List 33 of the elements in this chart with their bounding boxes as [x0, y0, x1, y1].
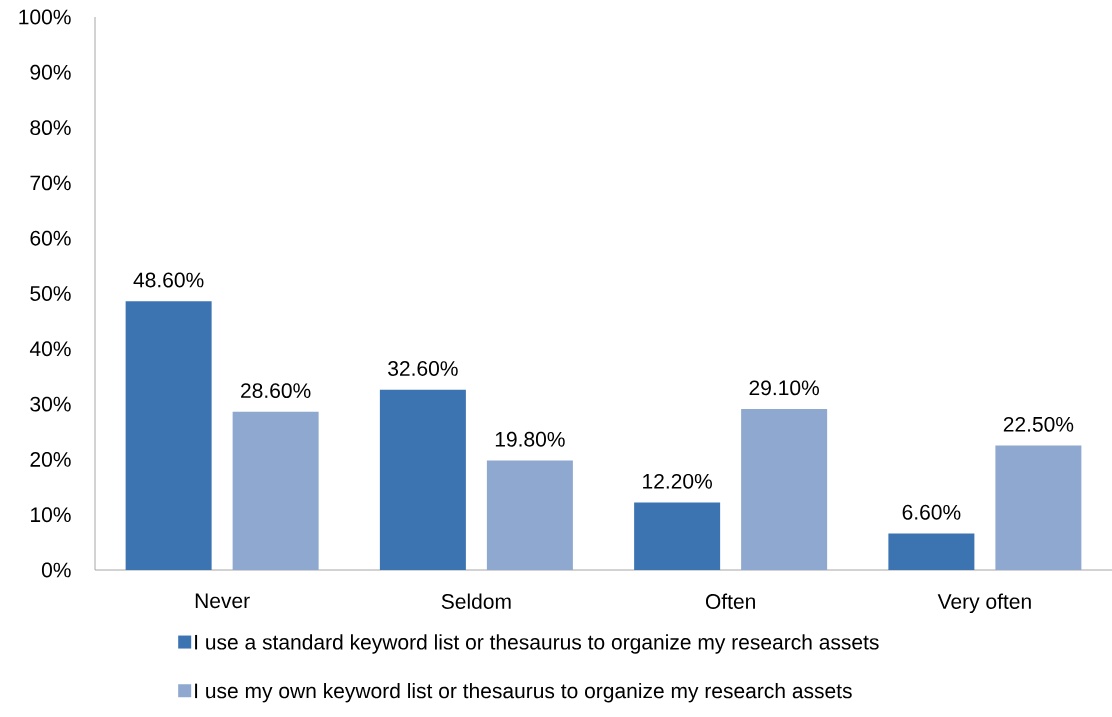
- y-tick-label: 10%: [31, 507, 71, 523]
- data-label: 22.50%: [1003, 416, 1074, 432]
- y-tick-label: 60%: [30, 230, 71, 246]
- data-label: 48.60%: [133, 272, 204, 288]
- legend-label: I use a standard keyword list or thesaurus to organize my research assets: [195, 634, 879, 654]
- bar: [741, 409, 828, 570]
- y-tick-label: 40%: [29, 341, 71, 357]
- y-tick-label: 80%: [30, 120, 71, 136]
- data-label: 32.60%: [388, 361, 458, 376]
- data-label: 6.60%: [902, 504, 961, 520]
- data-label: 29.10%: [749, 380, 819, 396]
- x-tick-label: Often: [705, 593, 755, 609]
- bar: [125, 301, 212, 570]
- x-tick-label: Very often: [937, 593, 1031, 614]
- bar: [995, 445, 1082, 570]
- y-tick-label: 20%: [30, 451, 71, 467]
- y-tick-label: 30%: [30, 396, 71, 412]
- data-label: 19.80%: [495, 431, 565, 447]
- bar: [888, 533, 975, 570]
- bar: [232, 411, 319, 570]
- data-label: 12.20%: [643, 473, 712, 489]
- x-tick-label: Seldom: [441, 593, 511, 609]
- bar: [379, 389, 466, 570]
- x-tick-label: Never: [195, 593, 250, 609]
- bar: [634, 502, 721, 570]
- bar: [486, 460, 573, 570]
- y-tick-label: 70%: [30, 175, 71, 191]
- legend-label: I use my own keyword list or thesaurus to organize my research assets: [195, 682, 852, 703]
- y-tick-label: 100%: [19, 9, 71, 25]
- y-tick-label: 0%: [41, 562, 71, 578]
- y-tick-label: 90%: [30, 64, 71, 80]
- y-tick-label: 50%: [30, 286, 71, 301]
- data-label: 28.60%: [241, 383, 311, 399]
